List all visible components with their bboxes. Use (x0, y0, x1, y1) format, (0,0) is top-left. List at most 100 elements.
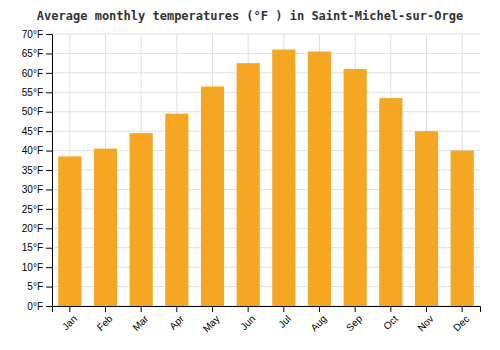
y-tick: 20°F (22, 223, 52, 234)
y-tick-mark (46, 92, 52, 93)
x-tick-mark (105, 306, 106, 312)
y-tick: 45°F (22, 126, 52, 137)
x-axis: Jan Feb Mar Apr May Jun Jul Aug Sep Oct Nov Dec (53, 306, 481, 334)
y-tick-mark (46, 287, 52, 288)
y-tick: 55°F (22, 87, 52, 98)
y-grid-line (52, 111, 480, 112)
bars (58, 50, 474, 306)
y-tick-label: 20°F (22, 223, 43, 234)
y-tick: 25°F (22, 204, 52, 215)
y-tick-label: 40°F (22, 145, 43, 156)
bar (415, 131, 438, 306)
x-tick: May (201, 306, 222, 334)
y-tick: 0°F (27, 301, 52, 312)
x-tick: Apr (167, 306, 186, 332)
x-tick: Nov (415, 306, 435, 333)
x-tick-label: Mar (130, 313, 150, 333)
y-tick: 60°F (22, 68, 52, 79)
y-tick-label: 45°F (22, 126, 43, 137)
y-tick-label: 55°F (22, 87, 43, 98)
x-tick: Oct (381, 306, 400, 332)
bar (379, 98, 402, 306)
x-tick: Jun (238, 306, 257, 332)
bar (165, 114, 188, 306)
y-tick: 30°F (22, 184, 52, 195)
bar (344, 69, 367, 306)
y-tick-mark (46, 131, 52, 132)
y-tick-mark (46, 228, 52, 229)
x-tick-label: Dec (451, 313, 471, 333)
x-tick-mark (355, 306, 356, 312)
x-tick-label: Aug (308, 313, 328, 333)
y-tick-mark (46, 170, 52, 171)
x-tick-label: Sep (344, 313, 365, 334)
x-tick: Feb (95, 306, 115, 333)
x-tick: Aug (308, 306, 328, 333)
y-tick-mark (46, 267, 52, 268)
x-tick-mark (319, 306, 320, 312)
bar (451, 151, 474, 306)
title: Average monthly temperatures (°F ) in Sa… (37, 9, 463, 23)
y-tick-label: 15°F (22, 242, 43, 253)
x-tick-mark (426, 306, 427, 312)
grid (52, 34, 480, 306)
x-tick-label: Apr (167, 313, 186, 332)
x-tick: Jul (276, 306, 293, 330)
x-tick-mark (212, 306, 213, 312)
y-tick-mark (46, 248, 52, 249)
x-tick-mark (176, 306, 177, 312)
x-tick-label: Jan (60, 313, 79, 332)
y-grid-line (52, 72, 480, 73)
bar (58, 156, 81, 306)
x-tick-label: Nov (415, 313, 435, 333)
y-tick: 65°F (22, 48, 52, 59)
x-tick: Sep (344, 306, 365, 333)
bar (201, 86, 224, 306)
y-grid-line (52, 53, 480, 54)
x-tick-label: Jul (276, 313, 293, 330)
y-tick-label: 30°F (22, 184, 43, 195)
x-tick-label: Jun (238, 313, 257, 332)
y-tick: 5°F (27, 281, 52, 292)
bar (94, 149, 117, 306)
y-tick-mark (46, 112, 52, 113)
x-tick-mark (390, 306, 391, 312)
x-tick-mark (248, 306, 249, 312)
x-tick-mark (141, 306, 142, 312)
y-axis-line (46, 35, 53, 307)
y-tick: 70°F (22, 29, 52, 40)
x-tick-mark (283, 306, 284, 312)
y-tick-mark (46, 189, 52, 190)
y-tick-label: 25°F (22, 204, 43, 215)
y-tick-label: 10°F (22, 262, 43, 273)
y-tick-mark (46, 34, 52, 35)
bar (237, 63, 260, 306)
y-tick-mark (46, 209, 52, 210)
y-tick: 35°F (22, 165, 52, 176)
y-tick-label: 35°F (22, 165, 43, 176)
y-tick-label: 50°F (22, 106, 43, 117)
chart: Jan Feb Mar Apr May Jun Jul Aug Sep Oct Nov Dec 0°F 5… (0, 0, 500, 350)
bar (308, 51, 331, 306)
y-axis: 0°F 5°F 10°F 15°F 20°F 25°F 30°F 35°F 40°F 45°F 50… (22, 29, 53, 312)
y-tick-label: 60°F (22, 68, 43, 79)
y-tick-label: 65°F (22, 48, 43, 59)
x-tick-mark (462, 306, 463, 312)
y-tick: 40°F (22, 145, 52, 156)
bar (130, 133, 153, 306)
x-tick-label: Feb (95, 313, 115, 333)
y-tick: 50°F (22, 106, 52, 117)
x-tick: Jan (60, 306, 79, 332)
bar (272, 50, 295, 306)
y-tick-mark (46, 306, 52, 307)
x-tick-label: Oct (381, 313, 400, 332)
x-tick: Mar (130, 306, 150, 333)
y-grid-line (52, 92, 480, 93)
plot: Jan Feb Mar Apr May Jun Jul Aug Sep Oct Nov Dec 0°F 5… (22, 29, 481, 335)
y-tick-label: 70°F (22, 29, 43, 40)
x-tick-label: May (201, 313, 222, 334)
x-tick-mark (69, 306, 70, 312)
y-tick: 15°F (22, 242, 52, 253)
y-tick-label: 0°F (27, 301, 43, 312)
y-tick-mark (46, 53, 52, 54)
